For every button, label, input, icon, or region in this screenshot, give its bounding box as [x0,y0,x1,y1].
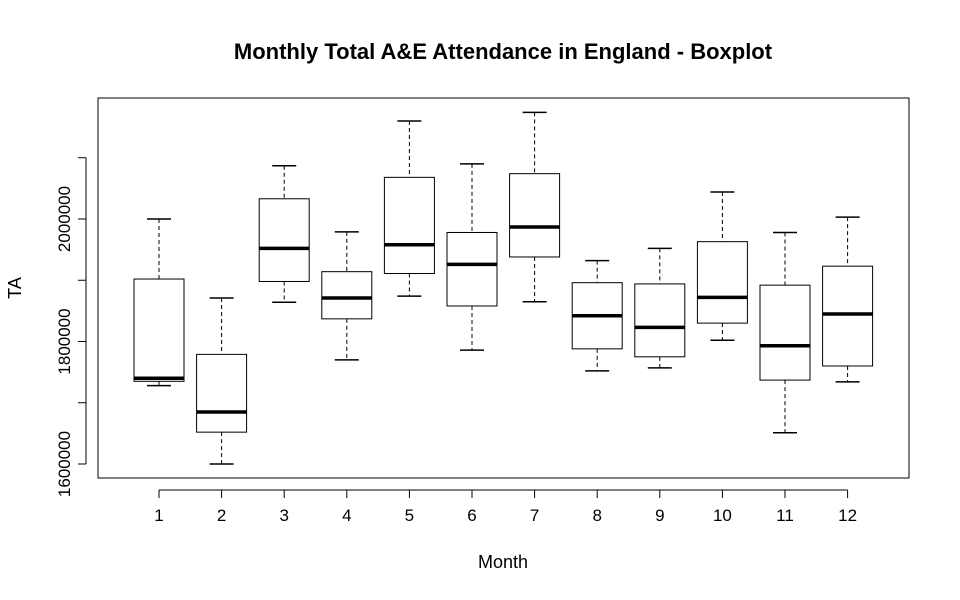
iqr-box [509,173,561,258]
iqr-box [696,241,748,324]
x-axis-label: Month [478,552,528,572]
box-series [133,111,874,465]
x-tick-label: 11 [776,506,794,525]
box-month-9 [634,247,686,369]
box-month-8 [571,259,623,372]
x-tick-label: 9 [655,506,664,525]
iqr-box [634,283,686,358]
box-month-12 [822,216,874,383]
x-tick-label: 10 [713,506,732,525]
y-tick-label: 1800000 [55,308,74,374]
x-axis: 1 2 3 4 5 6 7 8 9 10 11 12 [154,489,857,525]
iqr-box [133,278,185,382]
chart-title: Monthly Total A&E Attendance in England … [234,39,773,64]
iqr-box [321,271,373,320]
box-month-1 [133,218,185,387]
box-month-10 [696,191,748,342]
y-axis: 1600000 1800000 2000000 [55,157,87,497]
box-month-6 [446,163,498,351]
x-tick-label: 3 [279,506,288,525]
iqr-box [383,176,435,275]
iqr-box [822,265,874,367]
iqr-box [446,231,498,307]
x-tick-label: 12 [838,506,857,525]
box-month-11 [759,231,811,434]
iqr-box [759,284,811,381]
x-tick-label: 8 [592,506,601,525]
iqr-box [196,353,248,433]
x-tick-label: 5 [405,506,414,525]
y-tick-label: 1600000 [55,431,74,497]
box-month-3 [258,164,310,304]
box-month-7 [509,111,561,303]
iqr-box [258,198,310,282]
x-tick-label: 2 [217,506,226,525]
x-tick-label: 4 [342,506,351,525]
x-tick-label: 7 [530,506,539,525]
y-tick-label: 2000000 [55,186,74,252]
box-month-4 [321,231,373,361]
plot-frame [97,97,910,479]
x-tick-label: 1 [154,506,163,525]
box-month-2 [196,297,248,465]
x-tick-label: 6 [467,506,476,525]
y-axis-label: TA [5,277,25,299]
box-month-5 [383,120,435,297]
